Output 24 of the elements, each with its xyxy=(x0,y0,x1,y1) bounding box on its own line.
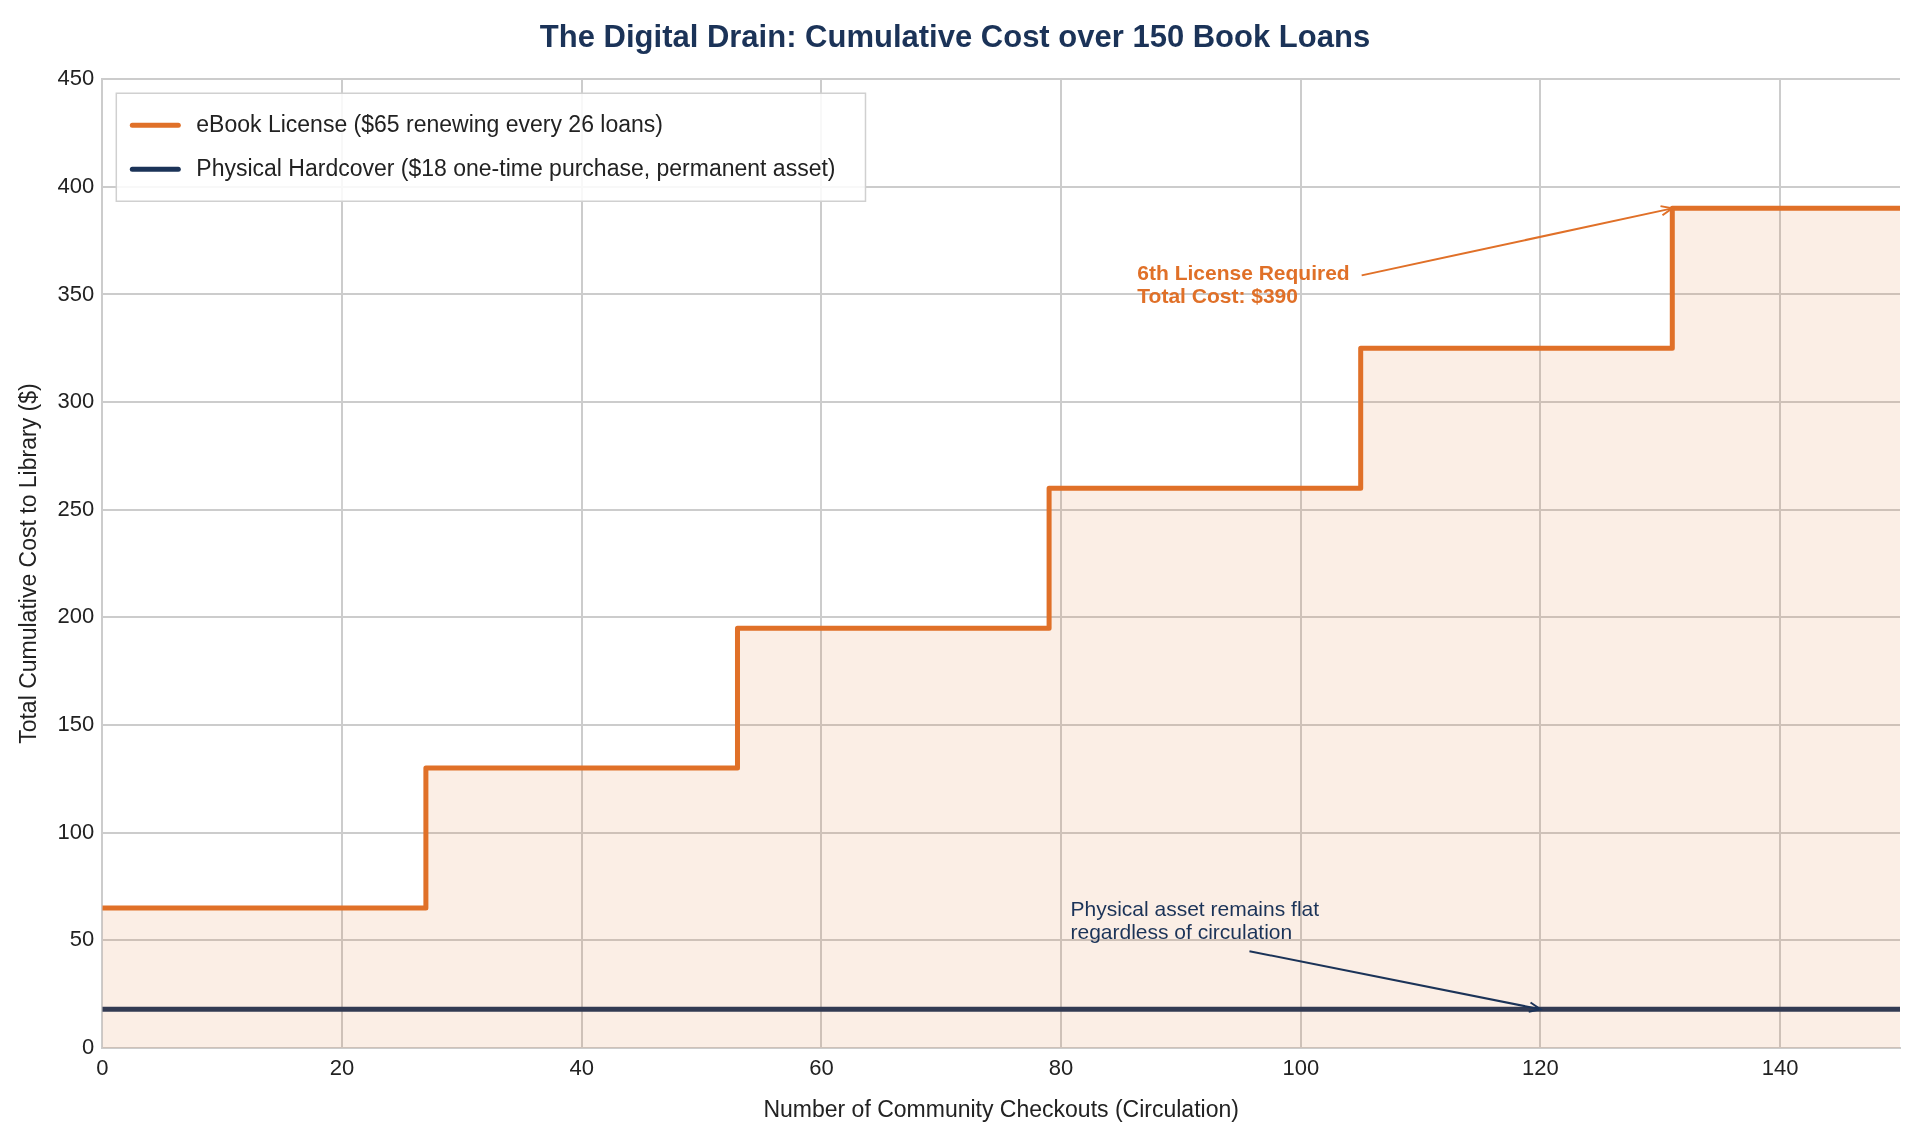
x-tick-label: 60 xyxy=(809,1055,834,1081)
legend-label: eBook License ($65 renewing every 26 loans) xyxy=(196,110,663,137)
y-tick-label: 450 xyxy=(57,65,95,91)
y-tick-label: 50 xyxy=(69,926,95,952)
y-axis-title: Total Cumulative Cost to Library ($) xyxy=(15,383,42,744)
x-tick-label: 40 xyxy=(569,1055,594,1081)
chart-title: The Digital Drain: Cumulative Cost over 150 Book Loans xyxy=(539,19,1371,55)
x-tick-label: 80 xyxy=(1048,1055,1074,1081)
x-tick-label: 120 xyxy=(1522,1055,1559,1081)
x-tick-label: 140 xyxy=(1761,1055,1799,1081)
y-tick-label: 250 xyxy=(57,495,95,521)
y-tick-label: 0 xyxy=(82,1034,95,1060)
x-tick-label: 20 xyxy=(329,1055,355,1081)
y-tick-label: 350 xyxy=(57,280,95,306)
annotation: 6th License Required Total Cost: $390 xyxy=(1137,260,1350,307)
y-tick-label: 100 xyxy=(57,818,95,844)
x-tick-label: 100 xyxy=(1282,1055,1320,1081)
annotation: Physical asset remains flat regardless of circulation xyxy=(1070,896,1320,943)
y-tick-label: 200 xyxy=(57,603,95,629)
y-tick-label: 150 xyxy=(57,711,95,737)
x-axis-title: Number of Community Checkouts (Circulation) xyxy=(763,1095,1239,1122)
y-tick-label: 400 xyxy=(57,172,95,198)
y-tick-label: 300 xyxy=(57,388,95,414)
legend-label: Physical Hardcover ($18 one-time purchase, permanent asset) xyxy=(196,154,836,181)
